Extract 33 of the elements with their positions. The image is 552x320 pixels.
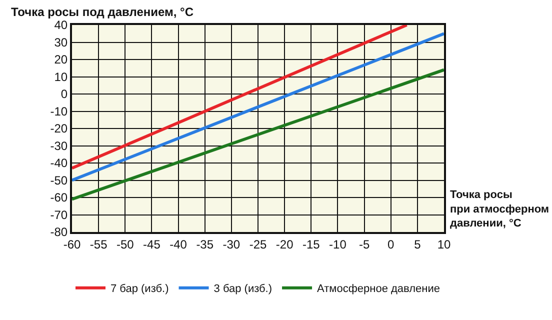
- legend-label: Атмосферное давление: [317, 283, 440, 296]
- x-tick-label: -15: [302, 237, 320, 252]
- x-tick-label: -40: [170, 237, 188, 252]
- y-tick-label: 30: [54, 35, 68, 50]
- x-tick-label: -60: [63, 237, 81, 252]
- y-tick-label: -20: [50, 122, 68, 136]
- y-tick-label: -40: [50, 156, 68, 170]
- y-tick-label: -30: [50, 138, 68, 153]
- x-tick-label: -5: [358, 237, 370, 252]
- x-tick-label: 5: [414, 237, 422, 252]
- y-tick-label: -60: [50, 190, 68, 205]
- x-tick-label: 10: [437, 237, 451, 252]
- x-tick-label: -10: [329, 237, 347, 252]
- y-tick-label: -10: [50, 104, 68, 118]
- x-tick-label: -45: [143, 237, 161, 252]
- legend-label: 3 бар (изб.): [214, 283, 272, 296]
- y-tick-label: -70: [50, 208, 68, 222]
- y-tick-label: 20: [54, 52, 68, 67]
- legend-label: 7 бар (изб.): [110, 283, 169, 296]
- y-tick-label: -50: [50, 173, 68, 188]
- x-tick-label: -35: [196, 237, 214, 252]
- x-tick-label: -25: [249, 237, 267, 252]
- y-tick-label: -80: [50, 225, 68, 240]
- x-tick-label: -50: [116, 237, 134, 252]
- y-tick-label: 40: [54, 18, 68, 32]
- x-tick-label: -55: [90, 237, 108, 252]
- y-tick-label: 0: [60, 87, 68, 102]
- y-axis-title: Точка росы под давлением, °C: [11, 5, 194, 19]
- x-tick-label: 0: [388, 237, 395, 252]
- x-tick-label: -20: [276, 237, 294, 252]
- x-axis-title: Точка росы при атмосферном давлении, °C: [450, 189, 550, 230]
- y-tick-label: 10: [54, 70, 68, 84]
- x-tick-label: -30: [222, 237, 240, 252]
